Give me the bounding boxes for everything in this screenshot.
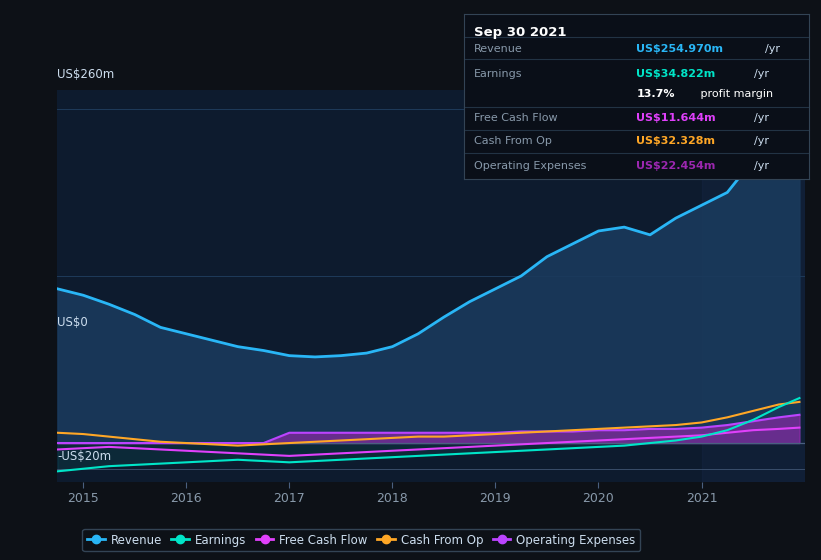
Text: -US$20m: -US$20m bbox=[57, 450, 112, 463]
Text: /yr: /yr bbox=[754, 136, 768, 146]
Text: Free Cash Flow: Free Cash Flow bbox=[475, 113, 557, 123]
Text: US$0: US$0 bbox=[57, 315, 88, 329]
Text: Earnings: Earnings bbox=[475, 69, 523, 80]
Text: US$11.644m: US$11.644m bbox=[636, 113, 716, 123]
Text: /yr: /yr bbox=[754, 69, 768, 80]
Text: profit margin: profit margin bbox=[696, 89, 773, 99]
Text: /yr: /yr bbox=[754, 161, 768, 171]
Text: /yr: /yr bbox=[754, 113, 768, 123]
Text: Operating Expenses: Operating Expenses bbox=[475, 161, 586, 171]
Text: US$34.822m: US$34.822m bbox=[636, 69, 716, 80]
Text: Sep 30 2021: Sep 30 2021 bbox=[475, 26, 566, 39]
Text: US$22.454m: US$22.454m bbox=[636, 161, 716, 171]
Text: 13.7%: 13.7% bbox=[636, 89, 675, 99]
Text: US$260m: US$260m bbox=[57, 68, 115, 81]
Text: Cash From Op: Cash From Op bbox=[475, 136, 552, 146]
Text: Revenue: Revenue bbox=[475, 44, 523, 54]
Text: US$254.970m: US$254.970m bbox=[636, 44, 723, 54]
Legend: Revenue, Earnings, Free Cash Flow, Cash From Op, Operating Expenses: Revenue, Earnings, Free Cash Flow, Cash … bbox=[82, 529, 640, 551]
Bar bbox=[701, 90, 805, 482]
Text: /yr: /yr bbox=[765, 44, 780, 54]
Text: US$32.328m: US$32.328m bbox=[636, 136, 715, 146]
